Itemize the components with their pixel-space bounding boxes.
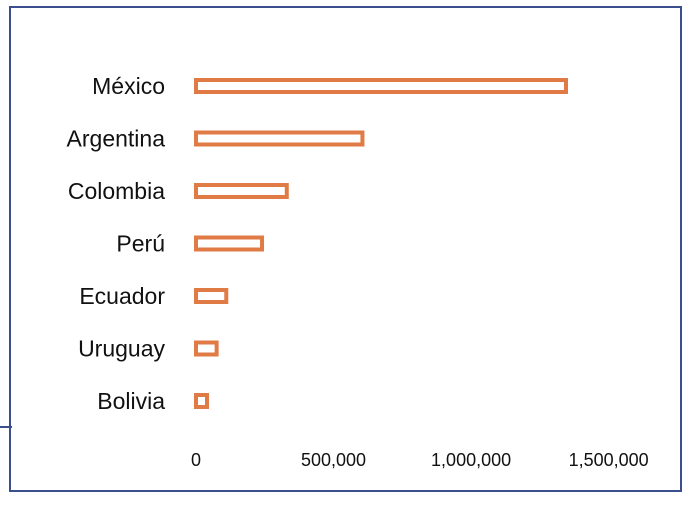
bar xyxy=(194,183,289,199)
x-tick-label: 1,000,000 xyxy=(431,450,511,470)
x-tick-label: 1,500,000 xyxy=(569,450,649,470)
category-label: Argentina xyxy=(67,126,166,152)
x-tick-label: 500,000 xyxy=(301,450,366,470)
category-label: Bolivia xyxy=(97,388,165,414)
category-label: México xyxy=(92,73,165,99)
bar xyxy=(194,393,210,409)
bar xyxy=(194,78,568,94)
bar xyxy=(194,130,365,147)
category-label: Perú xyxy=(116,231,165,257)
category-label: Colombia xyxy=(68,178,165,204)
bar xyxy=(194,235,265,252)
category-label: Ecuador xyxy=(79,283,165,309)
frame-edge-line xyxy=(0,426,12,428)
bar xyxy=(194,340,219,357)
x-tick-label: 0 xyxy=(191,450,201,470)
category-label: Uruguay xyxy=(78,336,165,362)
bar xyxy=(194,288,229,304)
